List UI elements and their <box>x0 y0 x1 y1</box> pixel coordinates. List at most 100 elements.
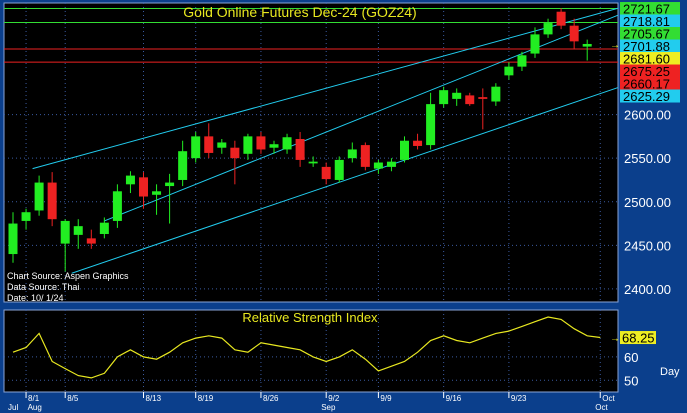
candle-body <box>452 92 462 99</box>
month-label: Jul <box>8 403 18 412</box>
price-tag-box <box>620 89 680 103</box>
candle-body <box>360 145 370 167</box>
price-tick-label: 2550.00 <box>624 151 671 166</box>
candle-body <box>21 212 31 221</box>
rsi-arrow: → <box>610 334 620 345</box>
month-label: Oct <box>595 403 608 412</box>
price-tag-label: 2701.88 <box>623 39 670 54</box>
candle-body <box>99 222 109 235</box>
price-tick-label: 2500.00 <box>624 195 671 210</box>
candle-body <box>60 220 70 244</box>
price-tick-label: 2450.00 <box>624 238 671 253</box>
price-tag-label: 2721.67 <box>623 2 670 17</box>
price-tag-label: 2681.60 <box>623 52 670 67</box>
candle-body <box>217 142 227 148</box>
last-price-arrow: → <box>610 40 620 51</box>
candle-body <box>517 55 527 67</box>
candle-body <box>491 86 501 102</box>
candle-body <box>400 140 409 160</box>
price-tag-label: 2718.81 <box>623 14 670 29</box>
date-tick-label: 9/23 <box>511 394 527 403</box>
date-tick-label: 8/19 <box>198 394 214 403</box>
rsi-axis: 50 60 → 68.25 <box>610 331 656 388</box>
price-tag-box <box>620 27 680 41</box>
date-tick-label: 8/26 <box>263 394 279 403</box>
candle-body <box>373 162 383 169</box>
price-tags: 2721.672718.812705.672701.882681.602675.… <box>620 2 680 104</box>
candle-body <box>308 161 318 164</box>
candle-body <box>269 144 279 148</box>
rsi-tick-label: 50 <box>624 373 638 388</box>
candle-body <box>465 95 475 105</box>
source-line: Chart Source: Aspen Graphics <box>7 271 129 281</box>
candle-body <box>426 104 436 146</box>
rsi-value-label: 68.25 <box>622 331 655 346</box>
horizontal-levels <box>4 8 618 63</box>
candle-body <box>569 25 579 42</box>
candle-body <box>8 223 18 255</box>
candle-body <box>243 136 253 154</box>
date-tick-label: 9/9 <box>380 394 392 403</box>
candle-body <box>125 175 135 185</box>
candle-body <box>230 147 240 159</box>
price-tag-box <box>620 77 680 91</box>
candle-body <box>165 182 175 187</box>
candle-body <box>334 159 344 180</box>
period-label: Day <box>660 366 680 378</box>
price-tag-box <box>620 64 680 78</box>
candle-body <box>582 43 592 47</box>
price-tick-label: 2600.00 <box>624 108 671 123</box>
candle-body <box>139 177 148 197</box>
candle-body <box>530 34 540 54</box>
candle-body <box>439 90 449 105</box>
candle-body <box>86 238 96 244</box>
channel-line <box>71 87 619 274</box>
candle-body <box>191 136 201 159</box>
candle-body <box>34 182 44 211</box>
candle-body <box>413 140 423 146</box>
candle-body <box>112 191 122 221</box>
price-tag-label: 2675.25 <box>623 64 670 79</box>
candle-body <box>256 136 266 150</box>
price-tag-label: 2625.29 <box>623 89 670 104</box>
chart-title: Gold Online Futures Dec-24 (GOZ24) <box>183 4 416 20</box>
date-axis: 8/1 8/5 8/13 8/19 8/26 9/2 9/9 9/16 9/23 Oct Jul Au… <box>8 392 615 412</box>
date-tick-label: 9/2 <box>328 394 340 403</box>
candle-body <box>556 11 566 26</box>
rsi-line <box>12 316 601 379</box>
price-tag-label: 2660.17 <box>623 77 670 92</box>
price-tag-box <box>620 2 680 16</box>
date-tick-label: Oct <box>602 394 615 403</box>
candle-body <box>386 161 396 167</box>
source-info: Chart Source: Aspen Graphics Data Source… <box>7 271 129 303</box>
candle-body <box>543 23 553 35</box>
price-tick-label: 2400.00 <box>624 282 671 297</box>
candle-body <box>152 191 162 195</box>
source-line: Data Source: Thai <box>7 282 79 292</box>
price-tag-box <box>620 14 680 28</box>
rsi-value-box <box>620 331 656 345</box>
candle-body <box>73 226 83 235</box>
candle-body <box>47 182 57 220</box>
rsi-tick-label: 60 <box>624 350 638 365</box>
candle-body <box>295 138 305 160</box>
candle-body <box>282 137 292 150</box>
month-label: Aug <box>28 403 42 412</box>
rsi-grid <box>4 310 618 392</box>
price-tag-box <box>620 52 680 66</box>
month-label: Sep <box>321 403 336 412</box>
date-tick-label: 9/16 <box>446 394 462 403</box>
rsi-panel <box>3 309 619 393</box>
price-tag-label: 2705.67 <box>623 27 670 42</box>
candle-body <box>504 66 514 76</box>
candle-body <box>321 166 331 180</box>
date-tick-label: 8/13 <box>146 394 162 403</box>
candle-body <box>204 136 214 153</box>
price-tag-box <box>620 39 680 53</box>
candle-body <box>347 149 357 159</box>
candle-body <box>178 151 188 180</box>
source-line: Date: 10/ 1/24 <box>7 293 64 303</box>
candle-body <box>478 97 488 99</box>
date-tick-label: 8/5 <box>67 394 79 403</box>
